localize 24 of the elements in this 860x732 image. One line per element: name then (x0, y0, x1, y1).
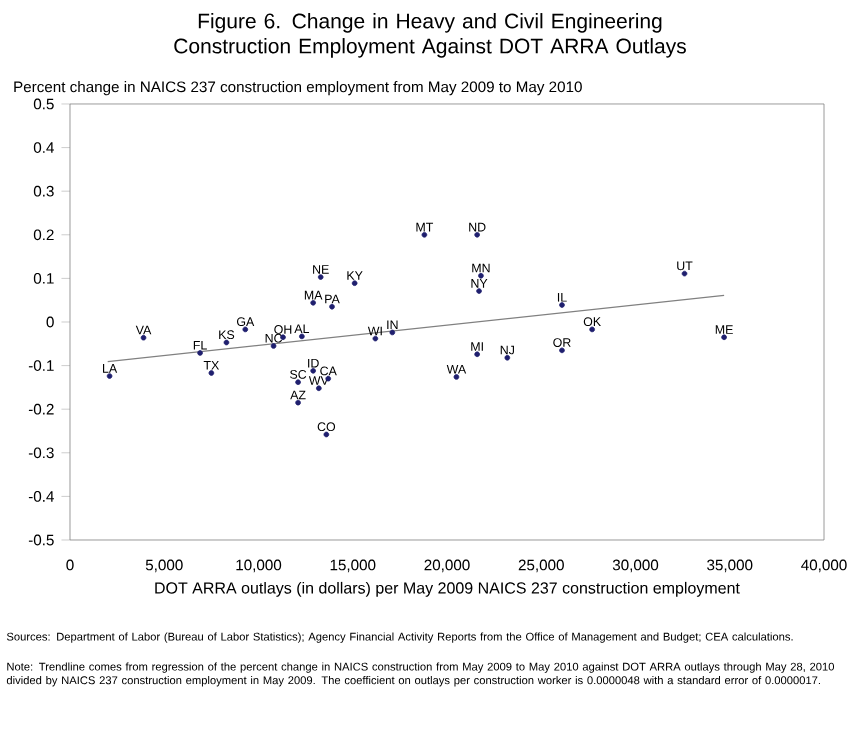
chart-title: Figure 6. Change in Heavy and Civil Engineering Construction Employment Against DOT ARRA Outlays (174, 13, 686, 58)
point (310, 368, 316, 374)
point (559, 347, 565, 354)
point (242, 326, 249, 333)
point (197, 350, 203, 356)
point (323, 431, 330, 438)
point (223, 339, 230, 346)
point (589, 326, 595, 333)
point (208, 370, 215, 376)
point (474, 351, 480, 358)
point (295, 379, 301, 385)
point (299, 333, 305, 340)
point (389, 329, 396, 336)
point (316, 385, 322, 392)
point (453, 374, 460, 380)
point (317, 274, 324, 280)
point (476, 288, 482, 294)
point (106, 373, 113, 379)
point (351, 280, 358, 286)
x-axis-title: DOT ARRA outlays (in dollars) per May 2009 NAICS 237 construction employment (155, 581, 740, 597)
point (310, 300, 316, 306)
point (559, 302, 565, 308)
point (270, 343, 277, 349)
point (721, 334, 727, 341)
